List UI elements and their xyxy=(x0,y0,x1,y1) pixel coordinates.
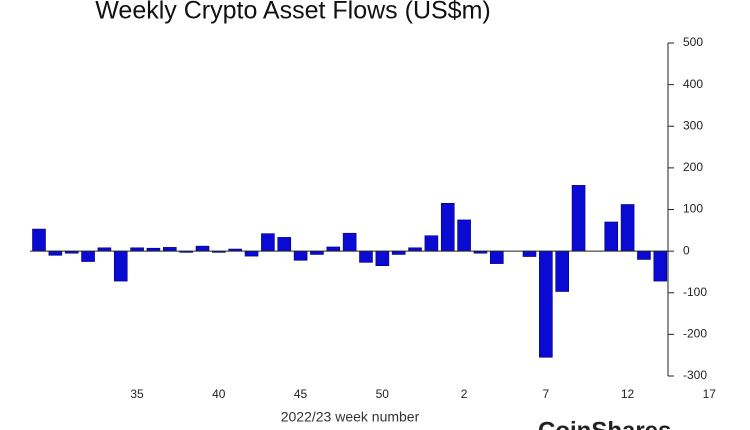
bar xyxy=(261,233,275,252)
x-tick-label: 12 xyxy=(621,387,635,401)
chart-title: Weekly Crypto Asset Flows (US$m) xyxy=(95,0,490,25)
bar xyxy=(539,250,553,358)
bar xyxy=(604,221,619,252)
bar xyxy=(522,250,537,257)
bar xyxy=(555,250,570,292)
y-tick-label: 0 xyxy=(683,243,690,257)
y-tick-label: -200 xyxy=(683,327,707,341)
y-tick-label: 400 xyxy=(683,77,703,91)
bar xyxy=(359,250,373,263)
bar xyxy=(571,185,586,252)
y-tick-label: 300 xyxy=(683,118,703,132)
bar xyxy=(244,250,259,257)
bar xyxy=(113,250,128,282)
bar xyxy=(277,237,292,252)
bar xyxy=(424,235,439,252)
bar xyxy=(163,247,177,252)
y-tick-label: -100 xyxy=(683,285,707,299)
bar xyxy=(195,245,210,252)
x-tick-label: 35 xyxy=(130,387,144,401)
x-tick-label: 45 xyxy=(294,387,308,401)
bar xyxy=(48,250,63,256)
bar xyxy=(637,250,651,260)
y-tick-label: -300 xyxy=(683,368,707,382)
x-tick-label: 50 xyxy=(376,387,390,401)
bar xyxy=(293,250,308,261)
bar xyxy=(375,250,390,266)
bar xyxy=(326,246,341,252)
bar xyxy=(457,219,471,252)
x-axis-label: 2022/23 week number xyxy=(281,409,420,425)
brand-logo: CoinShares xyxy=(538,417,671,430)
x-tick-label: 7 xyxy=(542,387,549,401)
y-tick-label: 100 xyxy=(683,202,703,216)
y-tick-label: 200 xyxy=(683,160,703,174)
bar xyxy=(489,250,504,264)
bar xyxy=(440,202,455,252)
x-tick-label: 40 xyxy=(212,387,226,401)
bar xyxy=(342,232,357,252)
x-tick-label: 17 xyxy=(703,387,717,401)
y-tick-label: 500 xyxy=(683,35,703,49)
x-tick-label: 2 xyxy=(461,387,468,401)
bar xyxy=(620,204,635,252)
bar xyxy=(81,250,95,262)
bar xyxy=(653,250,668,282)
bar xyxy=(32,228,46,252)
